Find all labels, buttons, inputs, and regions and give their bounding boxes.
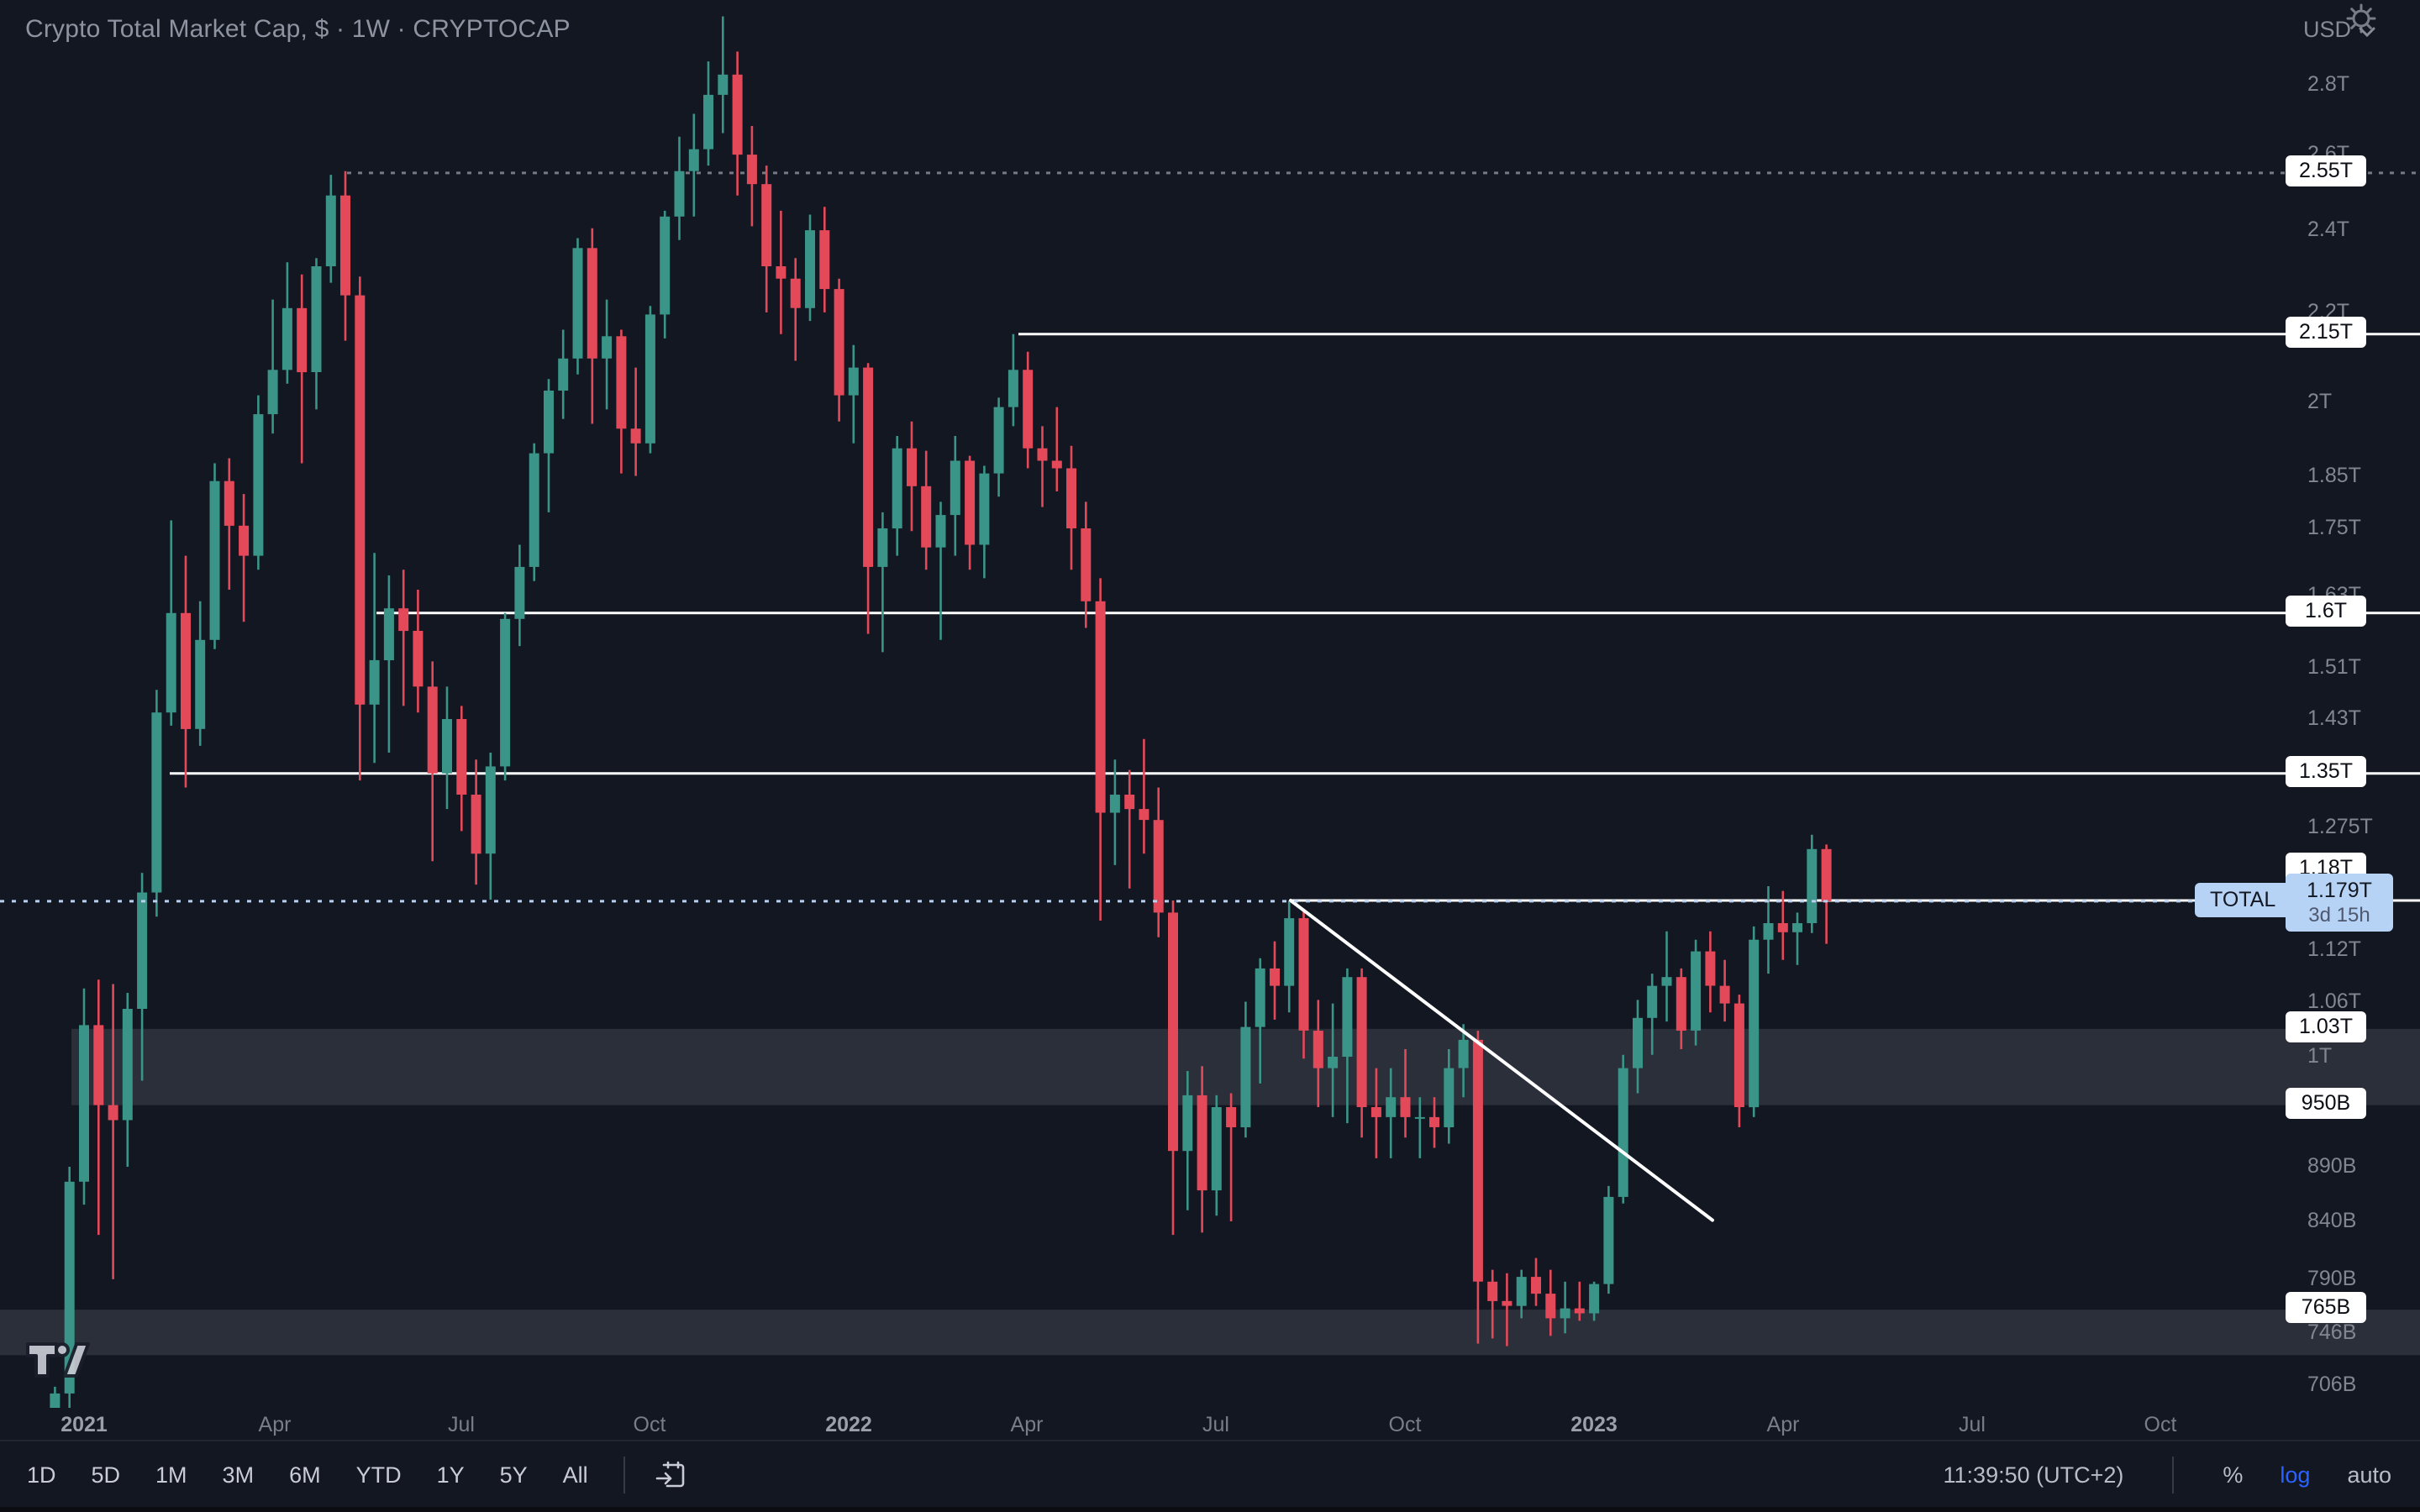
bar-countdown: 3d 15h: [2308, 903, 2370, 927]
range-button-1d[interactable]: 1D: [27, 1462, 56, 1488]
range-button-all[interactable]: All: [562, 1462, 588, 1488]
price-tick-label: 1.75T: [2307, 516, 2361, 540]
price-tick-label: 790B: [2307, 1266, 2357, 1290]
price-tick-label: 840B: [2307, 1208, 2357, 1232]
time-tick-year: 2021: [60, 1413, 108, 1436]
toolbar-right: 11:39:50 (UTC+2) % log auto: [1944, 1457, 2420, 1494]
time-tick-month: Oct: [1388, 1413, 1422, 1436]
symbol-price-tag: TOTAL: [2195, 882, 2291, 917]
toolbar-divider: [623, 1457, 625, 1494]
currency-dropdown[interactable]: USD: [2303, 17, 2376, 43]
time-tick-month: Apr: [258, 1413, 292, 1436]
auto-scale-button[interactable]: auto: [2347, 1462, 2391, 1488]
time-tick-month: Jul: [1959, 1413, 1986, 1436]
bottom-toolbar: 1D 5D 1M 3M 6M YTD 1Y 5Y All 11:39:50 (UTC+2) % …: [0, 1440, 2420, 1509]
price-tick-label: 1T: [2307, 1044, 2333, 1068]
time-tick-month: Oct: [633, 1413, 666, 1436]
price-tick-label: 1.275T: [2307, 814, 2373, 838]
price-tick-label: 2.4T: [2307, 218, 2350, 242]
percent-scale-button[interactable]: %: [2223, 1462, 2244, 1488]
price-level-label: 1.6T: [2286, 595, 2366, 627]
price-level-label: 1.35T: [2286, 755, 2366, 787]
price-tick-label: 1.51T: [2307, 654, 2361, 679]
log-scale-button[interactable]: log: [2280, 1462, 2311, 1488]
price-level-label: 2.55T: [2286, 155, 2366, 186]
time-tick-month: Apr: [1766, 1413, 1800, 1436]
price-tick-label: 706B: [2307, 1373, 2357, 1397]
symbol-title[interactable]: Crypto Total Market Cap, $ · 1W · CRYPTO…: [25, 15, 571, 43]
range-button-5d[interactable]: 5D: [91, 1462, 121, 1488]
time-tick-month: Oct: [2144, 1413, 2177, 1436]
range-button-ytd[interactable]: YTD: [355, 1462, 402, 1488]
price-tick-label: 2.8T: [2307, 71, 2350, 96]
tradingview-logo-icon: [26, 1342, 90, 1378]
time-tick-month: Jul: [448, 1413, 475, 1436]
range-button-5y[interactable]: 5Y: [499, 1462, 528, 1488]
price-axis[interactable]: 2.8T 2.6T 2.4T 2.2T 2T 1.85T 1.75T 1.63T 1.51T 1.…: [2277, 0, 2420, 1408]
tradingview-logo[interactable]: [25, 1337, 91, 1385]
time-axis[interactable]: 2021 Apr Jul Oct 2022 Apr Jul Oct 2023 Apr Jul Oct: [0, 1408, 2420, 1440]
range-button-3m[interactable]: 3M: [222, 1462, 255, 1488]
clock-timezone-button[interactable]: 11:39:50 (UTC+2): [1943, 1462, 2124, 1488]
price-level-label: 1.03T: [2286, 1011, 2366, 1042]
price-tick-label: 746B: [2307, 1320, 2357, 1345]
price-tick-label: 2T: [2307, 389, 2333, 413]
chevron-down-icon: [2359, 27, 2375, 37]
time-tick-month: Jul: [1202, 1413, 1229, 1436]
range-button-1y[interactable]: 1Y: [436, 1462, 465, 1488]
price-tick-label: 1.12T: [2307, 937, 2361, 961]
price-tick-label: 1.85T: [2307, 463, 2361, 487]
currency-label: USD: [2302, 17, 2351, 42]
price-level-label: 950B: [2286, 1087, 2366, 1119]
price-tick-label: 1.06T: [2307, 989, 2361, 1013]
price-tick-label: 1.43T: [2307, 706, 2361, 730]
price-level-label: 2.15T: [2286, 316, 2366, 348]
current-price-value: 1.179T: [2307, 878, 2372, 902]
window-bottom-edge: [0, 1507, 2420, 1512]
time-tick-year: 2022: [825, 1413, 872, 1436]
time-tick-month: Apr: [1010, 1413, 1044, 1436]
price-level-label: 765B: [2286, 1292, 2366, 1324]
current-price-label: 1.179T 3d 15h: [2286, 873, 2393, 932]
range-button-1m[interactable]: 1M: [155, 1462, 187, 1488]
goto-date-button[interactable]: [654, 1458, 687, 1492]
time-tick-year: 2023: [1570, 1413, 1618, 1436]
toolbar-divider: [2172, 1457, 2175, 1494]
price-tick-label: 890B: [2307, 1153, 2357, 1178]
range-selector: 1D 5D 1M 3M 6M YTD 1Y 5Y All: [0, 1456, 687, 1495]
goto-date-icon: [655, 1461, 684, 1488]
range-button-6m[interactable]: 6M: [289, 1462, 321, 1488]
